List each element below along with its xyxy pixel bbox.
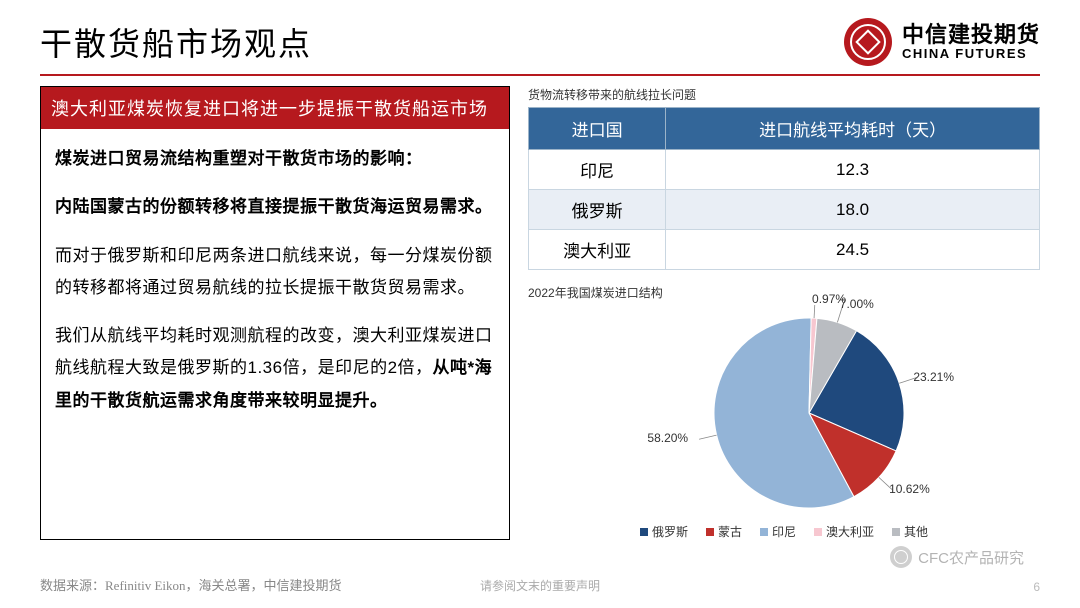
legend-item: 澳大利亚 bbox=[814, 523, 874, 540]
watermark-text: CFC农产品研究 bbox=[918, 547, 1024, 568]
para-2: 内陆国蒙古的份额转移将直接提振干散货海运贸易需求。 bbox=[55, 191, 495, 223]
legend-label: 蒙古 bbox=[718, 523, 742, 540]
brand-en: CHINA FUTURES bbox=[902, 47, 1040, 61]
table-row: 澳大利亚24.5 bbox=[529, 230, 1040, 270]
para-4: 我们从航线平均耗时观测航程的改变，澳大利亚煤炭进口航线航程大致是俄罗斯的1.36… bbox=[55, 320, 495, 417]
pie-labels: 23.21%10.62%58.20%0.97%7.00% bbox=[528, 305, 1040, 515]
legend-swatch-icon bbox=[760, 528, 768, 536]
brand: 中信建投期货 CHINA FUTURES bbox=[844, 18, 1040, 66]
legend-label: 澳大利亚 bbox=[826, 523, 874, 540]
legend-swatch-icon bbox=[640, 528, 648, 536]
page-title: 干散货船市场观点 bbox=[40, 19, 312, 65]
legend-item: 印尼 bbox=[760, 523, 796, 540]
table-cell: 俄罗斯 bbox=[529, 190, 666, 230]
legend-label: 其他 bbox=[904, 523, 928, 540]
watermark-icon bbox=[890, 546, 912, 568]
pie-row: 23.21%10.62%58.20%0.97%7.00% bbox=[528, 305, 1040, 515]
legend-item: 蒙古 bbox=[706, 523, 742, 540]
para-4a: 我们从航线平均耗时观测航程的改变，澳大利亚煤炭进口航线航程大致是俄罗斯的1.36… bbox=[55, 326, 493, 377]
legend-item: 其他 bbox=[892, 523, 928, 540]
pie-label: 7.00% bbox=[840, 297, 874, 311]
para-3: 而对于俄罗斯和印尼两条进口航线来说，每一分煤炭份额的转移都将通过贸易航线的拉长提… bbox=[55, 240, 495, 305]
legend-item: 俄罗斯 bbox=[640, 523, 688, 540]
para-1: 煤炭进口贸易流结构重塑对干散货市场的影响： bbox=[55, 143, 495, 175]
table-cell: 印尼 bbox=[529, 150, 666, 190]
table-row: 俄罗斯18.0 bbox=[529, 190, 1040, 230]
table-cell: 18.0 bbox=[666, 190, 1040, 230]
watermark: CFC农产品研究 bbox=[890, 546, 1024, 568]
left-panel: 澳大利亚煤炭恢复进口将进一步提振干散货船运市场 煤炭进口贸易流结构重塑对干散货市… bbox=[40, 86, 510, 540]
right-panel: 货物流转移带来的航线拉长问题 进口国 进口航线平均耗时（天） 印尼12.3俄罗斯… bbox=[528, 86, 1040, 540]
legend-swatch-icon bbox=[892, 528, 900, 536]
pie-legend: 俄罗斯 蒙古 印尼 澳大利亚 其他 bbox=[528, 523, 1040, 540]
legend-label: 印尼 bbox=[772, 523, 796, 540]
left-body: 煤炭进口贸易流结构重塑对干散货市场的影响： 内陆国蒙古的份额转移将直接提振干散货… bbox=[41, 129, 509, 447]
pie-label: 10.62% bbox=[889, 482, 930, 496]
table-cell: 12.3 bbox=[666, 150, 1040, 190]
route-table: 进口国 进口航线平均耗时（天） 印尼12.3俄罗斯18.0澳大利亚24.5 bbox=[528, 107, 1040, 270]
footer-source: 数据来源：Refinitiv Eikon，海关总署，中信建投期货 bbox=[40, 575, 342, 594]
brand-text: 中信建投期货 CHINA FUTURES bbox=[902, 23, 1040, 61]
brand-logo-icon bbox=[844, 18, 892, 66]
chart-caption: 2022年我国煤炭进口结构 bbox=[528, 284, 1040, 301]
left-banner: 澳大利亚煤炭恢复进口将进一步提振干散货船运市场 bbox=[41, 87, 509, 129]
pie-label: 58.20% bbox=[647, 431, 688, 445]
pie-chart: 2022年我国煤炭进口结构 23.21%10.62%58.20%0.97%7.0… bbox=[528, 284, 1040, 540]
table-cell: 24.5 bbox=[666, 230, 1040, 270]
th-days: 进口航线平均耗时（天） bbox=[666, 108, 1040, 150]
table-caption: 货物流转移带来的航线拉长问题 bbox=[528, 86, 1040, 103]
main: 澳大利亚煤炭恢复进口将进一步提振干散货船运市场 煤炭进口贸易流结构重塑对干散货市… bbox=[0, 76, 1080, 540]
table-row: 印尼12.3 bbox=[529, 150, 1040, 190]
pie-label: 23.21% bbox=[913, 370, 954, 384]
th-country: 进口国 bbox=[529, 108, 666, 150]
brand-cn: 中信建投期货 bbox=[902, 23, 1040, 47]
page-number: 6 bbox=[1033, 580, 1040, 594]
header: 干散货船市场观点 中信建投期货 CHINA FUTURES bbox=[0, 0, 1080, 74]
footer-disclaimer: 请参阅文末的重要声明 bbox=[480, 577, 600, 594]
legend-swatch-icon bbox=[706, 528, 714, 536]
table-cell: 澳大利亚 bbox=[529, 230, 666, 270]
legend-label: 俄罗斯 bbox=[652, 523, 688, 540]
legend-swatch-icon bbox=[814, 528, 822, 536]
